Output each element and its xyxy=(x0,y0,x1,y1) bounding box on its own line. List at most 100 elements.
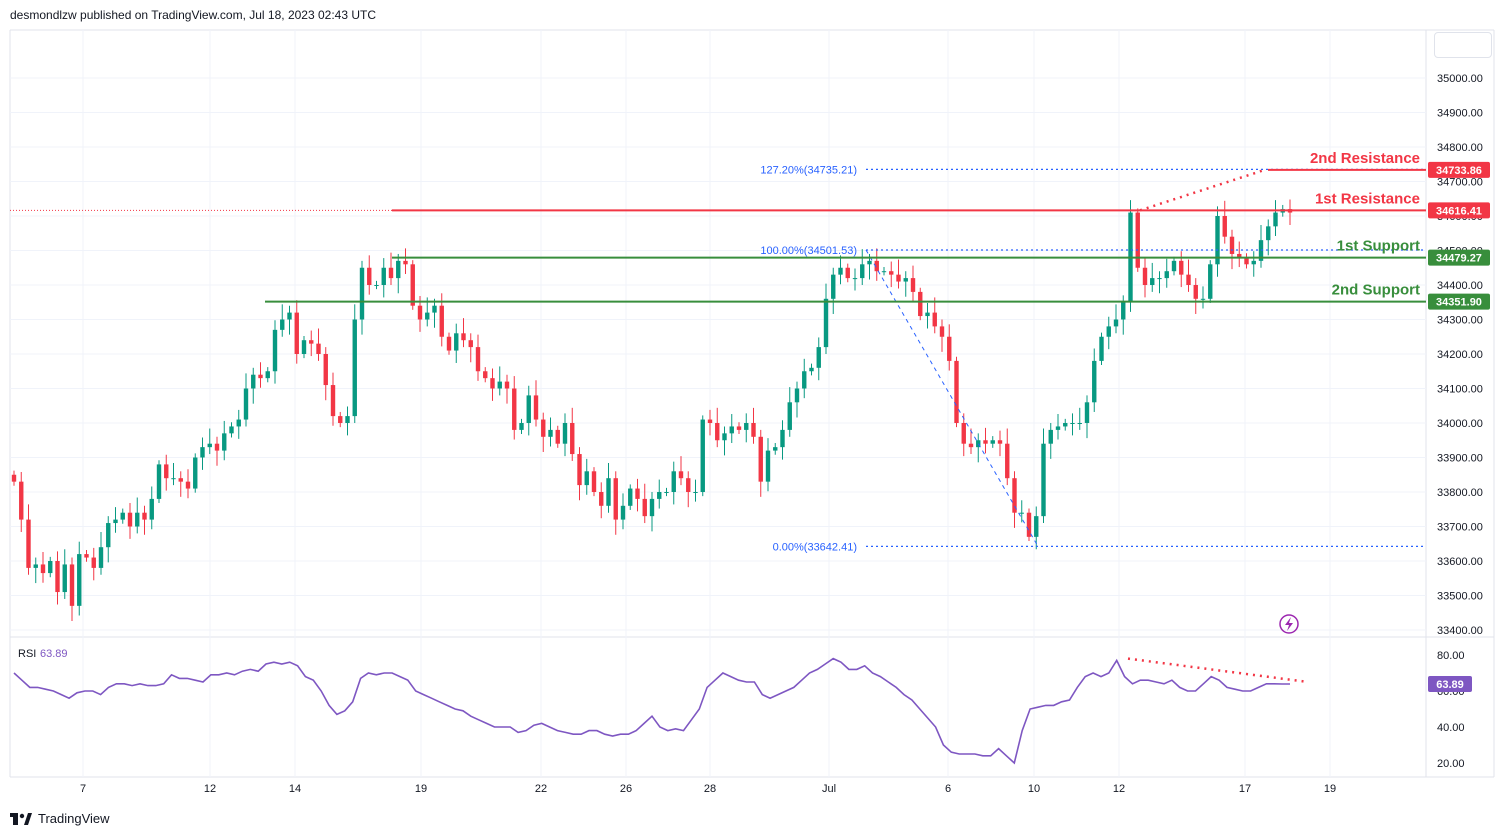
fib-level-label: 127.20%(34735.21) xyxy=(760,164,857,176)
fib-level-label: 100.00%(34501.53) xyxy=(760,245,857,257)
rsi-line xyxy=(13,657,1290,765)
price-tick-label: 34400.00 xyxy=(1437,280,1483,292)
candle-body xyxy=(11,474,17,482)
candle-body xyxy=(1164,271,1169,279)
candle-body xyxy=(809,367,814,372)
rsi-value-badge xyxy=(1428,675,1472,692)
level-price-badge-text: 34351.90 xyxy=(1436,297,1482,309)
candle-body xyxy=(1193,285,1198,299)
candle-body xyxy=(1208,264,1213,299)
candle-body xyxy=(84,554,89,558)
candle-body xyxy=(48,561,53,574)
candle-body xyxy=(526,395,531,423)
time-tick-label: 28 xyxy=(704,783,716,795)
candle-body xyxy=(432,305,437,313)
candle-body xyxy=(1237,253,1242,258)
candle-body xyxy=(1106,326,1111,337)
candle-body xyxy=(852,278,858,280)
candle-body xyxy=(229,426,234,434)
candle-body xyxy=(1077,423,1082,424)
price-tick-label: 33900.00 xyxy=(1437,453,1483,465)
time-tick-label: 22 xyxy=(535,783,547,795)
candle-body xyxy=(802,371,807,389)
candle-body xyxy=(287,312,292,320)
candle-body xyxy=(338,416,343,423)
candle-body xyxy=(889,271,894,275)
level-price-badge xyxy=(1428,249,1490,266)
candle-body xyxy=(628,488,633,506)
fib-trend-line xyxy=(865,249,1039,547)
candle-body xyxy=(1070,423,1075,424)
candle-body xyxy=(693,492,698,493)
candle-body xyxy=(345,416,350,423)
candle-body xyxy=(113,519,118,524)
level-label: 1st Resistance xyxy=(1315,190,1420,207)
candle-body xyxy=(686,478,691,492)
candle-body xyxy=(171,478,176,480)
candle-body xyxy=(1186,274,1191,285)
candle-body xyxy=(976,440,981,448)
candle-body xyxy=(243,388,249,420)
lightning-icon[interactable] xyxy=(1279,614,1299,634)
level-label: 2nd Resistance xyxy=(1310,150,1420,167)
candle-body xyxy=(1026,512,1032,537)
level-price-badge-text: 34733.86 xyxy=(1436,165,1482,177)
candle-body xyxy=(555,429,560,444)
time-tick-label: 7 xyxy=(80,783,86,795)
candle-body xyxy=(1251,260,1256,265)
candle-body xyxy=(758,436,763,482)
chart-settings-box[interactable] xyxy=(1434,32,1492,58)
candle-body xyxy=(1019,512,1024,514)
candle-body xyxy=(1041,443,1046,517)
candle-body xyxy=(330,385,336,417)
candle-body xyxy=(838,267,843,275)
candle-body xyxy=(816,347,821,368)
candle-body xyxy=(142,512,147,520)
price-trend-line xyxy=(1139,168,1266,212)
candle-body xyxy=(69,564,75,606)
price-tick-label: 34100.00 xyxy=(1437,384,1483,396)
candle-body xyxy=(236,419,241,427)
candle-body xyxy=(309,340,314,344)
candle-body xyxy=(570,423,575,455)
candle-body xyxy=(294,312,299,354)
candle-body xyxy=(860,264,865,279)
candle-body xyxy=(823,298,829,348)
time-tick-label: 6 xyxy=(945,783,951,795)
candle-body xyxy=(867,260,872,265)
rsi-value-badge-text: 63.89 xyxy=(1436,679,1464,691)
candle-body xyxy=(374,285,379,286)
candle-body xyxy=(1121,302,1126,320)
candle-body xyxy=(1099,336,1104,361)
candle-body xyxy=(787,402,792,430)
level-price-badge-text: 34616.41 xyxy=(1436,205,1482,217)
candle-body xyxy=(918,291,923,317)
candle-body xyxy=(207,443,212,448)
rsi-divergence-line xyxy=(1127,657,1309,684)
price-tick-label: 34700.00 xyxy=(1437,177,1483,189)
publisher-caption: desmondlzw published on TradingView.com,… xyxy=(10,8,376,22)
candle-body xyxy=(751,423,756,437)
candle-body xyxy=(468,340,473,348)
candle-body xyxy=(461,333,466,341)
candle-body xyxy=(1222,216,1227,237)
candle-body xyxy=(715,423,720,441)
candle-body xyxy=(1092,360,1097,403)
price-tick-label: 34300.00 xyxy=(1437,315,1483,327)
candle-body xyxy=(403,260,408,265)
candle-body xyxy=(156,464,162,499)
candle-body xyxy=(990,440,995,444)
candle-body xyxy=(896,274,901,282)
candle-body xyxy=(678,471,684,479)
candle-body xyxy=(1244,257,1249,265)
time-tick-label: 14 xyxy=(289,783,301,795)
price-tick-label: 33600.00 xyxy=(1437,556,1483,568)
price-tick-label: 34800.00 xyxy=(1437,142,1483,154)
level-price-badge-text: 34479.27 xyxy=(1436,253,1482,265)
candle-body xyxy=(765,450,771,482)
candle-body xyxy=(881,271,887,273)
candle-body xyxy=(425,312,430,320)
time-axis[interactable]: 7 12 14 19 22 26 28 Jul 6 10 12 17 19 xyxy=(80,30,1336,795)
candle-body xyxy=(1084,402,1090,423)
